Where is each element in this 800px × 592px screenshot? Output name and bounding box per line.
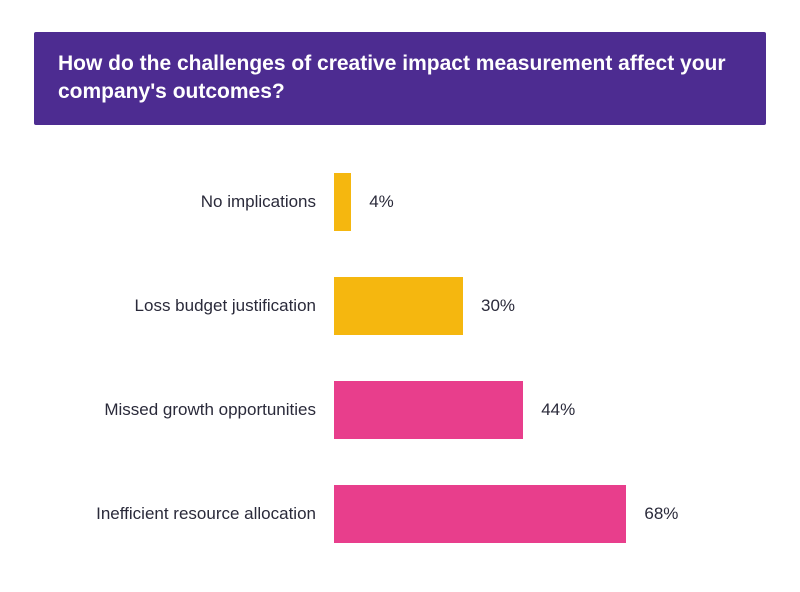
bar bbox=[334, 485, 626, 543]
bar-cell: 44% bbox=[334, 381, 766, 439]
bar-chart: No implications 4% Loss budget justificati… bbox=[34, 165, 766, 551]
bar-row: Loss budget justification 30% bbox=[34, 269, 766, 343]
bar-row: Missed growth opportunities 44% bbox=[34, 373, 766, 447]
category-label: Missed growth opportunities bbox=[34, 400, 334, 420]
bar-cell: 4% bbox=[334, 173, 766, 231]
bar bbox=[334, 173, 351, 231]
value-label: 30% bbox=[481, 296, 515, 316]
category-label: Loss budget justification bbox=[34, 296, 334, 316]
bar-cell: 30% bbox=[334, 277, 766, 335]
chart-title: How do the challenges of creative impact… bbox=[58, 52, 726, 103]
value-label: 4% bbox=[369, 192, 394, 212]
bar-cell: 68% bbox=[334, 485, 766, 543]
chart-container: How do the challenges of creative impact… bbox=[0, 0, 800, 592]
chart-title-band: How do the challenges of creative impact… bbox=[34, 32, 766, 125]
bar-row: No implications 4% bbox=[34, 165, 766, 239]
bar bbox=[334, 277, 463, 335]
category-label: Inefficient resource allocation bbox=[34, 504, 334, 524]
category-label: No implications bbox=[34, 192, 334, 212]
bar-row: Inefficient resource allocation 68% bbox=[34, 477, 766, 551]
bar bbox=[334, 381, 523, 439]
value-label: 68% bbox=[644, 504, 678, 524]
value-label: 44% bbox=[541, 400, 575, 420]
